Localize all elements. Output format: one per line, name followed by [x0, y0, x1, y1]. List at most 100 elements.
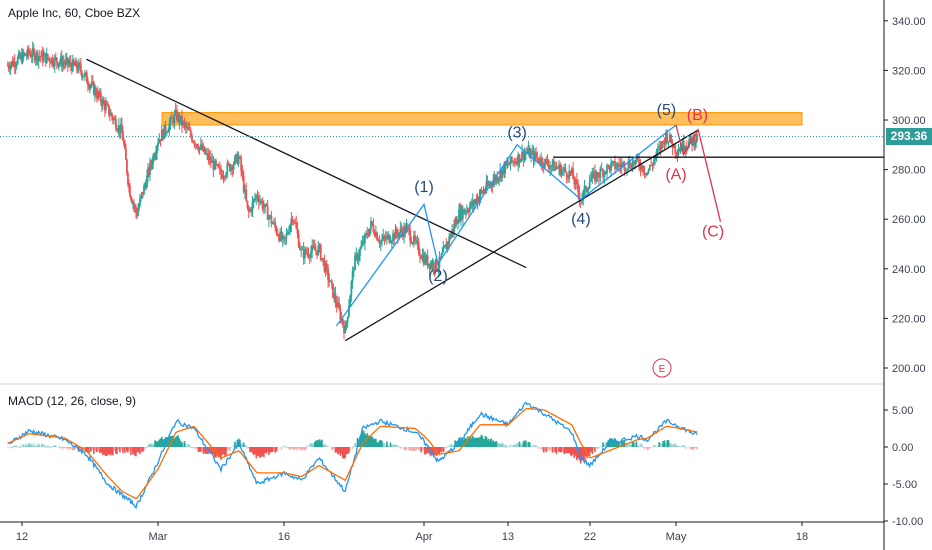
- candle-body: [240, 157, 243, 171]
- candle-body: [203, 146, 206, 154]
- macd-hist-bar: [531, 446, 534, 447]
- time-tick-label: 12: [16, 531, 28, 543]
- macd-hist-bar: [123, 447, 125, 451]
- macd-hist-bar: [251, 447, 254, 454]
- drawings-layer[interactable]: [86, 58, 884, 342]
- macd-hist-bar: [351, 447, 354, 449]
- candle-body: [16, 57, 19, 65]
- candle-body: [440, 254, 443, 259]
- macd-hist-bar: [79, 447, 81, 451]
- candle-body: [41, 51, 44, 62]
- price-tick-label: 340.00: [892, 16, 926, 28]
- candle-body: [207, 153, 210, 161]
- macd-hist-bar: [266, 447, 269, 452]
- macd-hist-bar: [466, 438, 468, 447]
- macd-hist-bar: [558, 447, 560, 452]
- macd-hist-bar: [377, 442, 380, 447]
- candle-body: [13, 61, 16, 67]
- macd-hist-bar: [59, 447, 62, 448]
- candle-body: [204, 153, 207, 155]
- macd-hist-bar: [549, 447, 551, 452]
- candle-body: [114, 118, 116, 120]
- candle-body: [373, 231, 376, 237]
- macd-hist-bar: [693, 447, 695, 449]
- macd-hist-bar: [490, 438, 493, 447]
- macd-hist-bar: [28, 443, 31, 447]
- macd-hist-bar: [630, 444, 632, 447]
- macd-hist-bar: [116, 447, 118, 455]
- candle-body: [516, 161, 518, 165]
- candle-body: [230, 166, 232, 171]
- macd-hist-bar: [382, 443, 385, 447]
- candle-body: [333, 293, 336, 298]
- candle-body: [77, 62, 80, 71]
- candle-body: [18, 53, 21, 58]
- candle-body: [443, 246, 446, 248]
- macd-hist-bar: [582, 447, 585, 460]
- candle-body: [592, 171, 595, 173]
- candle-body: [113, 118, 115, 121]
- macd-hist-bar: [294, 447, 296, 449]
- macd-hist-bar: [258, 447, 260, 457]
- candle-body: [93, 88, 96, 95]
- macd-hist-bar: [530, 445, 532, 447]
- macd-hist-bar: [90, 447, 92, 452]
- macd-hist-bar: [119, 447, 121, 453]
- macd-hist-bar: [299, 447, 301, 450]
- macd-hist-bar: [616, 441, 619, 447]
- candle-body: [630, 167, 632, 170]
- macd-hist-bar: [677, 446, 680, 447]
- macd-hist-bar: [496, 442, 499, 447]
- candle-body: [439, 256, 442, 259]
- macd-hist-bar: [97, 447, 99, 452]
- macd-hist-bar: [541, 447, 544, 451]
- candle-body: [626, 168, 628, 170]
- macd-hist-bar: [368, 435, 371, 447]
- candle-body: [247, 207, 250, 212]
- macd-hist-bar: [636, 445, 639, 447]
- macd-hist-bar: [437, 447, 440, 454]
- candle-body: [228, 164, 231, 171]
- candle-body: [542, 165, 545, 168]
- candle-body: [106, 104, 109, 106]
- macd-hist-bar: [291, 447, 294, 449]
- macd-hist-bar: [638, 446, 640, 447]
- candle-body: [81, 76, 84, 78]
- candle-body: [692, 136, 694, 145]
- candle-body: [104, 103, 107, 111]
- uptrend-line[interactable]: [344, 129, 699, 342]
- candle-body: [376, 232, 378, 241]
- candle-body: [393, 233, 396, 240]
- macd-hist-bar: [18, 445, 21, 447]
- candle-body: [235, 154, 238, 157]
- candle-body: [383, 236, 386, 238]
- macd-hist-bar: [417, 447, 420, 450]
- macd-hist-bar: [631, 441, 634, 447]
- candle-body: [469, 202, 472, 207]
- candle-body: [456, 219, 458, 224]
- macd-hist-bar: [326, 446, 328, 447]
- downtrend-line[interactable]: [86, 58, 527, 269]
- candle-body: [371, 221, 374, 225]
- macd-hist-bar: [241, 443, 244, 447]
- macd-hist-bar: [140, 447, 142, 451]
- macd-hist-bar: [592, 447, 595, 450]
- candle-body: [8, 68, 11, 70]
- event-badge-icon[interactable]: [652, 358, 672, 378]
- candle-body: [227, 163, 230, 165]
- candle-body: [504, 162, 506, 174]
- candle-body: [422, 254, 425, 265]
- impulse-wave-path[interactable]: [335, 124, 677, 327]
- resistance-zone[interactable]: [161, 112, 803, 126]
- candle-body: [449, 235, 452, 239]
- macd-hist-bar: [304, 447, 306, 451]
- candle-body: [366, 233, 369, 236]
- candle-body: [112, 116, 114, 121]
- macd-hist-bar: [47, 446, 50, 447]
- macd-hist-bar: [154, 440, 156, 447]
- corrective-wave-path[interactable]: [675, 124, 722, 222]
- macd-hist-bar: [124, 447, 126, 453]
- candle-body: [288, 232, 290, 234]
